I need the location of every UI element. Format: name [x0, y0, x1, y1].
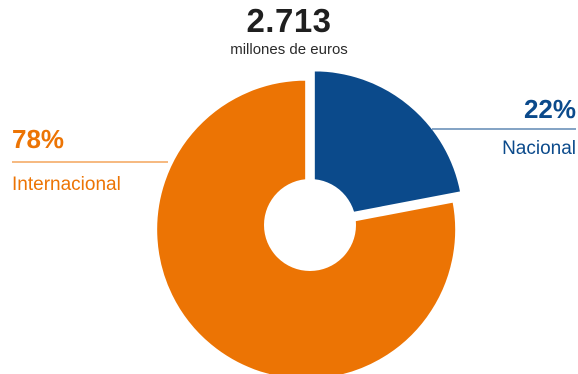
donut-hole	[264, 179, 356, 271]
total-value: 2.713	[246, 2, 332, 39]
data-label-internacional-name: Internacional	[12, 174, 121, 195]
data-label-nacional-name: Nacional	[502, 138, 576, 159]
total-unit: millones de euros	[230, 41, 348, 58]
slice-nacional	[312, 69, 463, 222]
slice-internacional	[155, 78, 458, 374]
data-label-nacional-percent: 22%	[523, 94, 576, 124]
data-label-internacional-percent: 78%	[12, 124, 65, 154]
